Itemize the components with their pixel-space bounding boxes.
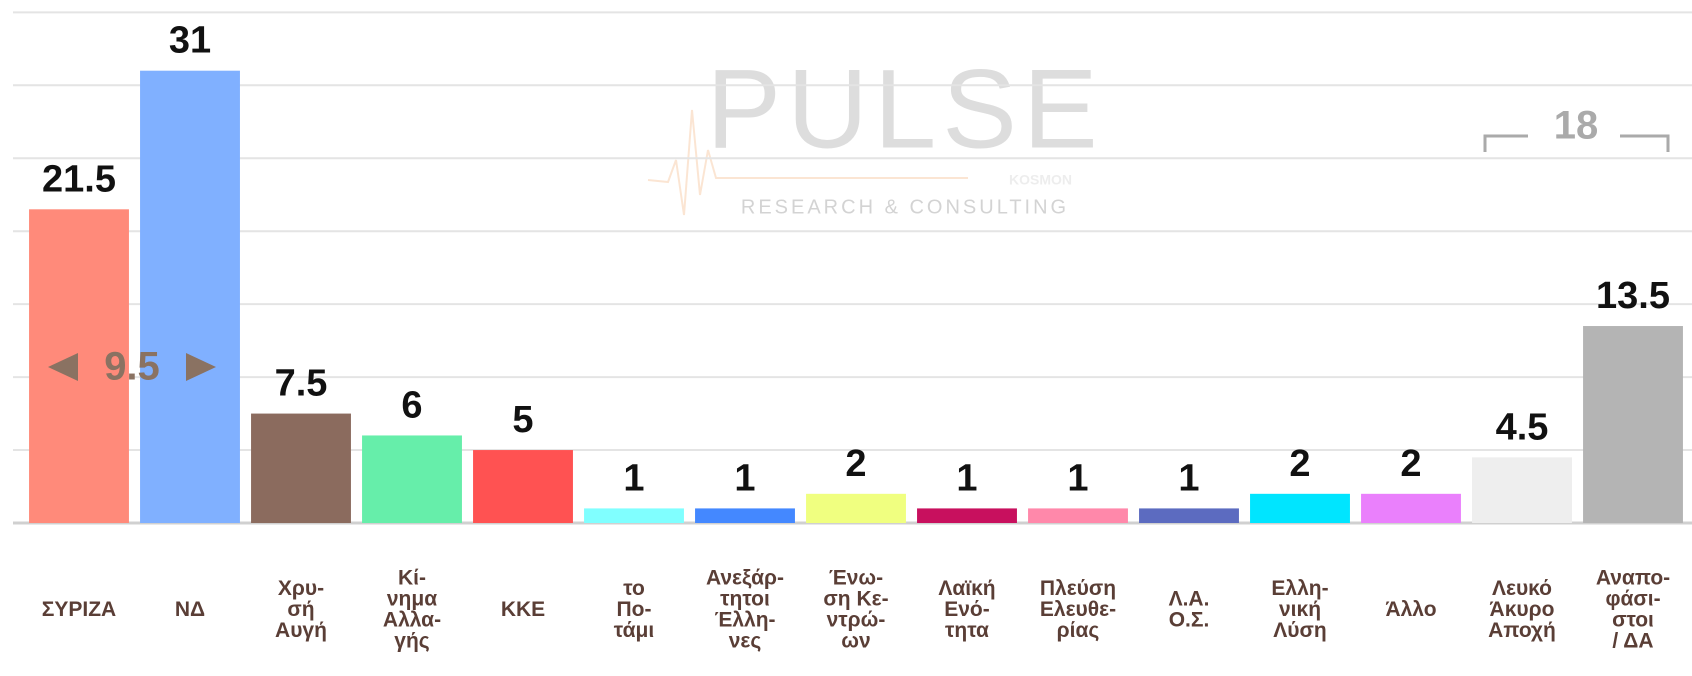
value-label: 2 — [845, 443, 866, 485]
x-tick-label: Ανεξάρ-τητοι Έλλη-νες — [706, 566, 784, 652]
watermark-tagline: RESEARCH & CONSULTING — [741, 196, 1069, 218]
x-tick-label: Λευκό Άκυρο Αποχή — [1488, 577, 1556, 642]
gap-annotation: 9.5 — [48, 345, 216, 389]
bar — [806, 493, 906, 523]
bar — [695, 508, 795, 523]
watermark: PULSE KOSMON RESEARCH & CONSULTING — [647, 47, 1103, 218]
value-label: 21.5 — [42, 158, 116, 200]
x-tick-label: Πλεύση Ελευθε-ρίας — [1040, 577, 1116, 642]
bar — [1139, 508, 1239, 523]
arrow-left — [48, 353, 78, 381]
value-label: 2 — [1400, 443, 1421, 485]
value-label: 4.5 — [1496, 406, 1549, 448]
x-tick-label: το Πο-τάμι — [614, 577, 655, 642]
bars: 21.5 31 7.5 6 5 1 1 2 1 1 1 2 2 4.5 13.5 — [29, 20, 1683, 523]
x-tick-label: Λ.Α. Ο.Σ. — [1169, 587, 1210, 631]
value-label: 31 — [169, 20, 211, 62]
x-tick-label: Άλλο — [1385, 598, 1436, 621]
value-label: 1 — [734, 457, 755, 499]
bar — [362, 435, 462, 523]
value-label: 1 — [956, 457, 977, 499]
bar — [473, 450, 573, 523]
bar — [584, 508, 684, 523]
x-tick-label: ΚΚΕ — [501, 598, 545, 621]
bar — [1583, 326, 1683, 523]
bracket-left — [1483, 134, 1528, 152]
value-label: 1 — [623, 457, 644, 499]
x-tick-label: Λαϊκή Ενό-τητα — [938, 577, 995, 642]
x-tick-label: Χρυ-σή Αυγή — [275, 577, 327, 642]
value-label: 7.5 — [275, 363, 328, 405]
value-label: 1 — [1178, 457, 1199, 499]
bar — [1028, 508, 1128, 523]
watermark-brand: PULSE — [706, 47, 1103, 172]
annotation: 18 — [1554, 104, 1599, 148]
x-tick-label: Ένω-ση Κε-ντρώ-ων — [823, 566, 888, 652]
x-tick-label: Αναπο-φάσι-στοι / ΔΑ — [1596, 566, 1670, 652]
bar — [251, 413, 351, 523]
annotation: 9.5 — [104, 345, 160, 389]
watermark-partner: KOSMON — [1009, 172, 1072, 188]
bracket-right — [1620, 134, 1670, 152]
watermark-pulse — [647, 109, 968, 216]
value-label: 6 — [401, 384, 422, 426]
bracket-annotation: 18 — [1483, 104, 1670, 152]
bar — [1250, 493, 1350, 523]
bar — [140, 70, 240, 523]
x-tick-label: Κί-νημα Αλλα-γής — [383, 566, 441, 652]
arrow-right — [186, 353, 216, 381]
bar — [1361, 493, 1461, 523]
value-label: 1 — [1067, 457, 1088, 499]
value-label: 5 — [512, 399, 533, 441]
bar — [1472, 457, 1572, 523]
x-tick-label: ΝΔ — [175, 598, 205, 621]
value-label: 2 — [1289, 443, 1310, 485]
bar — [29, 209, 129, 523]
x-tick-label: ΣΥΡΙΖΑ — [42, 598, 116, 621]
value-label: 13.5 — [1596, 275, 1670, 317]
x-tick-label: Ελλη-νική Λύση — [1271, 577, 1328, 642]
bar — [917, 508, 1017, 523]
